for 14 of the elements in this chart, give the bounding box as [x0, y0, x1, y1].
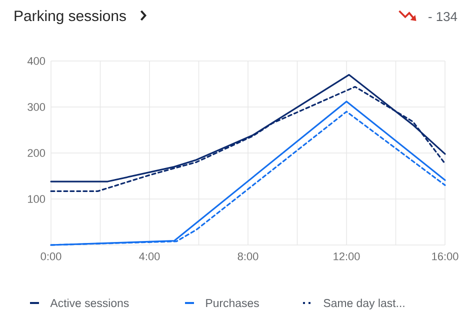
legend-label: Same day last... [324, 298, 404, 310]
x-tick-label: 4:00 [139, 252, 160, 260]
text: - 134 [428, 12, 458, 22]
x-tick-label: 16:00 [432, 252, 458, 260]
y-tick-label: 400 [27, 57, 46, 65]
legend-label: Purchases [206, 298, 259, 308]
y-tick-label: 200 [28, 149, 46, 157]
y-tick-label: 300 [28, 103, 46, 111]
y-tick-label: 100 [28, 195, 46, 203]
legend-label: Active sessions [50, 298, 129, 308]
x-tick-label: 0:00 [40, 252, 62, 260]
x-tick-label: 12:00 [334, 252, 360, 260]
chart-title: Parking sessions [14, 10, 126, 24]
x-tick-label: 8:00 [238, 252, 258, 260]
